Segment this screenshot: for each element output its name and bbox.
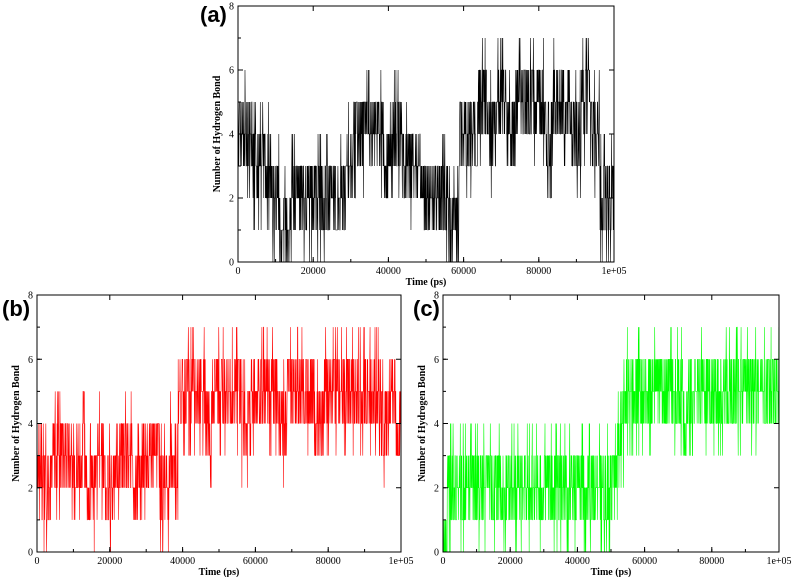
y-axis-label-c: Number of Hydrogen Bond [417,365,428,482]
y-tick-label-a: 8 [229,2,234,13]
x-tick-label-c: 1e+05 [766,556,791,567]
x-tick-label-c: 0 [441,556,446,567]
series-line-b [36,326,402,553]
x-tick-label-b: 0 [35,556,40,567]
x-tick-label-b: 60000 [243,556,268,567]
y-axis-label-a: Number of Hydrogen Bond [212,75,223,192]
x-tick-label-b: 40000 [170,556,195,567]
y-tick-label-c: 0 [434,548,439,559]
y-tick-label-c: 8 [434,291,439,302]
y-tick-label-b: 4 [28,419,33,430]
series-line-a [237,37,615,263]
y-tick-label-b: 6 [28,355,33,366]
x-axis-label-c: Time (ps) [591,567,632,577]
x-tick-label-b: 1e+05 [388,556,413,567]
panel-label-a: (a) [200,2,227,27]
x-tick-label-a: 0 [236,266,241,277]
x-tick-label-c: 40000 [565,556,590,567]
y-axis-label-b: Number of Hydrogen Bond [11,365,22,482]
y-tick-label-a: 0 [229,258,234,269]
x-tick-label-a: 60000 [451,266,476,277]
y-tick-label-c: 2 [434,483,439,494]
panel-label-c: (c) [413,296,440,321]
x-tick-label-a: 20000 [301,266,326,277]
y-tick-label-b: 2 [28,483,33,494]
y-tick-label-b: 0 [28,548,33,559]
x-tick-label-a: 40000 [376,266,401,277]
panel-label-b: (b) [2,296,30,321]
x-tick-label-a: 80000 [526,266,551,277]
y-tick-label-c: 6 [434,355,439,366]
x-tick-label-c: 20000 [498,556,523,567]
panel-a: (a) 0 20000 40000 60000 80000 1e+05 0 2 4 6 8 Time (… [200,2,627,289]
x-axis-label-b: Time (ps) [199,567,240,577]
y-tick-label-c: 4 [434,419,439,430]
x-tick-label-a: 1e+05 [601,266,626,277]
x-tick-label-b: 20000 [97,556,122,567]
y-tick-label-a: 2 [229,194,234,205]
x-tick-label-c: 80000 [699,556,724,567]
panel-b: (b) 0 20000 40000 60000 80000 1e+05 0 2 4 6 8 Time (… [2,291,414,577]
series-line-c [443,326,780,553]
y-tick-label-a: 6 [229,66,234,77]
panel-c: (c) 0 20000 40000 60000 80000 1e+05 0 2 4 6 8 Time (… [413,291,792,577]
y-tick-label-a: 4 [229,130,234,141]
x-tick-label-c: 60000 [632,556,657,567]
y-tick-label-b: 8 [28,291,33,302]
x-axis-label-a: Time (ps) [406,277,447,288]
x-tick-label-b: 80000 [316,556,341,567]
